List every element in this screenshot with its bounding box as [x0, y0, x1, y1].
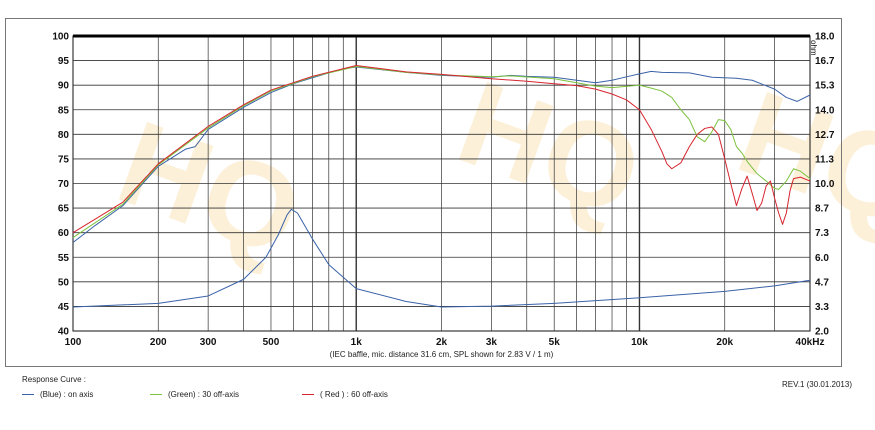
legend-item-blue: (Blue) : on axis: [22, 390, 93, 399]
x-tick-label: 10k: [631, 337, 648, 348]
legend-item-red: ( Red ) : 60 off-axis: [302, 390, 388, 399]
y2-tick-label: 12.7: [815, 130, 835, 141]
y2-tick-label: 10.0: [815, 179, 835, 190]
y-tick-label: 80: [58, 130, 70, 141]
x-tick-label: 300: [200, 337, 217, 348]
legend-label: ( Red ) : 60 off-axis: [320, 390, 388, 399]
legend-label: (Blue) : on axis: [40, 390, 94, 399]
y2-tick-label: 2.0: [815, 327, 829, 338]
y-tick-label: 70: [58, 179, 70, 190]
y2-tick-label: 11.3: [815, 154, 834, 165]
x-axis-label: (IEC baffle, mic. distance 31.6 cm, SPL …: [330, 350, 554, 359]
y2-tick-label: 18.0: [815, 32, 835, 43]
series-layer: [72, 65, 811, 308]
y-tick-label: 50: [58, 277, 70, 288]
tick-labels: 100 95 90 85 80 75 70 65 60 55 50 45 40 18.0 16.7 15.3 1…: [52, 32, 835, 349]
x-tick-label: 1k: [351, 337, 363, 348]
x-tick-label: 100: [65, 337, 82, 348]
y-tick-label: 45: [58, 302, 70, 313]
y2-tick-label: 3.3: [815, 302, 829, 313]
y2-tick-label: 15.3: [815, 81, 835, 92]
right-axis-unit: ohm: [809, 40, 818, 56]
x-tick-label: 40kHz: [796, 337, 825, 348]
series-line-7cc23f: [72, 65, 811, 238]
y-tick-label: 85: [58, 105, 70, 116]
y2-tick-label: 16.7: [815, 56, 835, 67]
legend-label: (Green) : 30 off-axis: [168, 390, 239, 399]
frequency-response-chart: 100 95 90 85 80 75 70 65 60 55 50 45 40 18.0 16.7 15.3 1…: [52, 32, 835, 360]
y2-tick-label: 4.7: [815, 277, 829, 288]
y2-tick-label: 7.3: [815, 228, 829, 239]
x-tick-label: 3k: [486, 337, 498, 348]
x-tick-label: 5k: [549, 337, 561, 348]
legend-swatch-green: [150, 394, 162, 395]
x-tick-label: 500: [263, 337, 280, 348]
y2-tick-label: 14.0: [815, 105, 835, 116]
legend-title: Response Curve :: [22, 375, 87, 384]
chart-frame: 100 95 90 85 80 75 70 65 60 55 50 45 40 18.0 16.7 15.3 1…: [5, 18, 842, 367]
x-tick-label: 20k: [716, 337, 733, 348]
x-tick-label: 2k: [436, 337, 448, 348]
legend-swatch-red: [302, 394, 314, 395]
y2-tick-label: 8.7: [815, 204, 829, 215]
y2-tick-label: 6.0: [815, 253, 829, 264]
y-tick-label: 95: [58, 56, 70, 67]
y-tick-label: 65: [58, 204, 70, 215]
legend: Response Curve : REV.1 (30.01.2013) (Blu…: [22, 372, 862, 422]
legend-swatch-blue: [22, 394, 34, 395]
y-tick-label: 60: [58, 228, 70, 239]
grid: [72, 34, 811, 332]
y-tick-label: 40: [58, 327, 70, 338]
series-line-impedance: [72, 208, 811, 308]
legend-item-green: (Green) : 30 off-axis: [150, 390, 239, 399]
y-tick-label: 100: [52, 32, 69, 43]
y-tick-label: 90: [58, 81, 70, 92]
x-tick-label: 200: [150, 337, 167, 348]
series-line-d7262f: [72, 65, 811, 234]
y-tick-label: 75: [58, 154, 70, 165]
revision-label: REV.1 (30.01.2013): [782, 380, 852, 389]
y-tick-label: 55: [58, 253, 70, 264]
